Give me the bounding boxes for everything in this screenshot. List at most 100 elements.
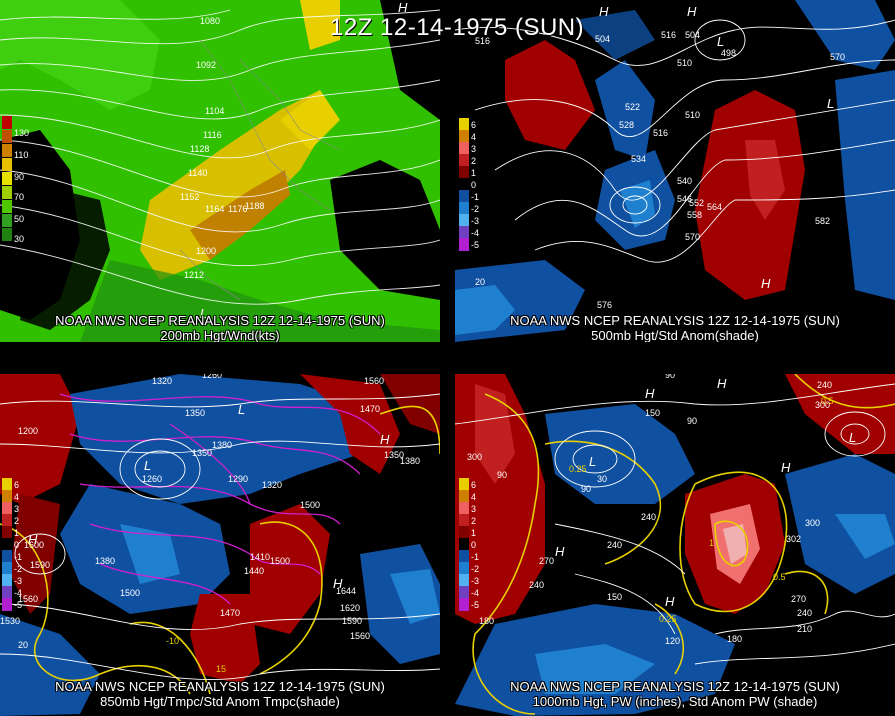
svg-text:L: L [589,454,596,469]
svg-text:0.5: 0.5 [821,396,834,406]
map-panel-1000mb: 90 150 90 240 300 90 0.25 90 30 270 240 … [455,374,895,716]
svg-text:240: 240 [529,580,544,590]
svg-text:522: 522 [625,102,640,112]
svg-text:534: 534 [631,154,646,164]
svg-text:270: 270 [791,594,806,604]
svg-text:1500: 1500 [120,588,140,598]
svg-text:1092: 1092 [196,60,216,70]
svg-text:1380: 1380 [95,556,115,566]
svg-text:180: 180 [727,634,742,644]
svg-text:H: H [717,376,727,391]
svg-text:1200: 1200 [18,426,38,436]
svg-text:0.5: 0.5 [773,572,786,582]
svg-text:1260: 1260 [142,474,162,484]
svg-text:1470: 1470 [220,608,240,618]
svg-text:1188: 1188 [245,201,264,211]
svg-text:1: 1 [709,538,714,548]
svg-text:1530: 1530 [0,616,20,626]
svg-text:240: 240 [641,512,656,522]
svg-text:H: H [781,460,791,475]
svg-text:1380: 1380 [212,440,232,450]
svg-text:-10: -10 [166,636,179,646]
svg-text:20: 20 [18,640,28,650]
svg-text:510: 510 [677,58,692,68]
svg-text:1152: 1152 [180,192,199,202]
svg-text:H: H [555,544,565,559]
svg-text:510: 510 [685,110,700,120]
svg-text:90: 90 [497,470,507,480]
panel-caption-850mb: NOAA NWS NCEP REANALYSIS 12Z 12-14-1975 … [55,679,385,709]
svg-text:180: 180 [479,616,494,626]
svg-text:564: 564 [707,202,722,212]
panel-caption-1000mb: NOAA NWS NCEP REANALYSIS 12Z 12-14-1975 … [510,679,840,709]
svg-text:552: 552 [689,198,704,208]
svg-text:240: 240 [797,608,812,618]
svg-text:H: H [687,4,697,19]
svg-text:L: L [849,430,856,445]
svg-text:576: 576 [597,300,612,310]
svg-text:L: L [827,96,834,111]
svg-text:570: 570 [830,52,845,62]
svg-text:1470: 1470 [360,404,380,414]
panel-caption-500mb: NOAA NWS NCEP REANALYSIS 12Z 12-14-1975 … [510,313,840,342]
svg-text:L: L [200,306,207,321]
svg-text:1560: 1560 [350,631,370,641]
svg-text:1080: 1080 [200,16,220,26]
svg-text:1350: 1350 [192,448,212,458]
svg-text:1644: 1644 [336,586,356,596]
svg-text:0.25: 0.25 [569,464,587,474]
svg-text:302: 302 [786,534,801,544]
map-panel-200mb: 1080 1092 1104 1116 1128 1140 1152 1164 … [0,0,440,342]
svg-text:582: 582 [815,216,830,226]
svg-text:H: H [665,594,675,609]
svg-text:300: 300 [815,400,830,410]
svg-text:1176: 1176 [228,204,247,214]
svg-text:20: 20 [475,277,485,287]
svg-text:498: 498 [721,48,736,58]
svg-text:1260: 1260 [202,374,222,380]
map-200mb-canvas: 1080 1092 1104 1116 1128 1140 1152 1164 … [0,0,440,342]
svg-text:H: H [645,386,655,401]
svg-text:1212: 1212 [184,270,204,280]
svg-text:270: 270 [539,556,554,566]
svg-text:1440: 1440 [244,566,264,576]
svg-text:1590: 1590 [30,560,50,570]
svg-text:516: 516 [653,128,668,138]
svg-text:1560: 1560 [364,376,384,386]
svg-text:300: 300 [805,518,820,528]
svg-text:540: 540 [677,176,692,186]
svg-text:30: 30 [597,474,607,484]
svg-text:1320: 1320 [152,376,172,386]
svg-text:1164: 1164 [205,204,224,214]
svg-text:L: L [717,34,724,49]
svg-text:528: 528 [619,120,634,130]
svg-text:240: 240 [607,540,622,550]
page-title: 12Z 12-14-1975 (SUN) [330,14,585,41]
svg-text:L: L [144,458,151,473]
map-1000mb-canvas: 90 150 90 240 300 90 0.25 90 30 270 240 … [455,374,895,716]
svg-text:504: 504 [685,30,700,40]
map-500mb-canvas: 516 504 516 504 498 510 522 528 516 534 … [455,0,895,342]
svg-text:1620: 1620 [340,603,360,613]
svg-text:1380: 1380 [400,456,420,466]
svg-text:1560: 1560 [18,594,38,604]
map-panel-500mb: 516 504 516 504 498 510 522 528 516 534 … [455,0,895,342]
panel-caption-200mb: NOAA NWS NCEP REANALYSIS 12Z 12-14-1975 … [55,313,385,342]
svg-text:1116: 1116 [203,130,222,140]
svg-text:90: 90 [687,416,697,426]
svg-text:150: 150 [645,408,660,418]
svg-text:150: 150 [607,592,622,602]
svg-text:H: H [380,432,390,447]
svg-text:1104: 1104 [205,106,224,116]
svg-text:1290: 1290 [228,474,248,484]
svg-text:H: H [599,4,609,19]
map-850mb-canvas: 1320 1260 1350 1380 1260 1320 1290 1350 … [0,374,440,716]
svg-text:210: 210 [797,624,812,634]
svg-text:1500: 1500 [270,556,290,566]
svg-text:H: H [28,532,38,547]
svg-text:1320: 1320 [262,480,282,490]
svg-text:90: 90 [581,484,591,494]
svg-text:H: H [761,276,771,291]
svg-text:1500: 1500 [300,500,320,510]
map-panel-850mb: 1320 1260 1350 1380 1260 1320 1290 1350 … [0,374,440,716]
